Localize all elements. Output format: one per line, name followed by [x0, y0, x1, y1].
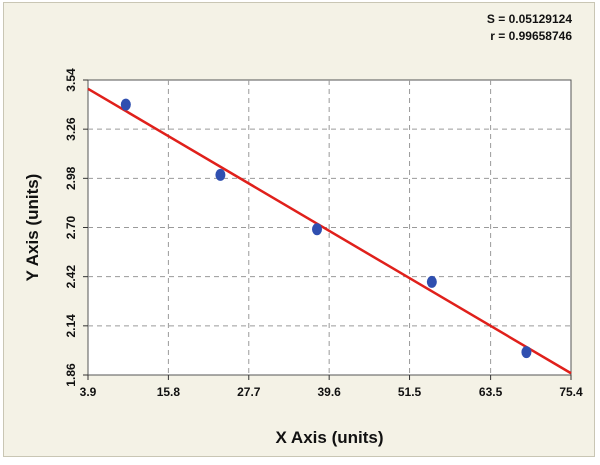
- x-tick-label: 51.5: [398, 385, 422, 399]
- x-tick-labels: 3.9 15.8 27.7 39.6 51.5 63.5 75.4: [80, 375, 583, 399]
- y-tick-label: 3.26: [64, 117, 78, 141]
- x-tick-label: 63.5: [479, 385, 503, 399]
- y-tick-label: 3.54: [64, 68, 78, 92]
- data-point: [426, 275, 437, 288]
- data-point: [120, 98, 131, 111]
- fit-line-layer: [87, 87, 572, 375]
- data-point: [215, 168, 226, 181]
- data-point: [521, 346, 532, 359]
- s-statistic: S = 0.05129124: [487, 12, 572, 26]
- regression-line: [87, 87, 572, 375]
- y-tick-labels: 3.54 3.26 2.98 2.70 2.42 2.14 1.86: [64, 68, 88, 387]
- x-axis-title: X Axis (units): [276, 428, 384, 447]
- x-tick-label: 39.6: [317, 385, 341, 399]
- y-tick-label: 2.42: [64, 265, 78, 289]
- x-tick-label: 3.9: [80, 385, 97, 399]
- y-tick-label: 1.86: [64, 363, 78, 387]
- data-point: [312, 223, 323, 236]
- x-tick-label: 27.7: [237, 385, 261, 399]
- y-tick-label: 2.98: [64, 166, 78, 190]
- data-points: [120, 98, 532, 359]
- chart-svg: S = 0.05129124 r = 0.99658746 3.9 15.8 27.…: [23, 12, 583, 447]
- r-statistic: r = 0.99658746: [490, 29, 572, 43]
- x-tick-label: 75.4: [559, 385, 583, 399]
- y-tick-label: 2.14: [64, 314, 78, 338]
- x-tick-label: 15.8: [157, 385, 181, 399]
- chart-frame: S = 0.05129124 r = 0.99658746 3.9 15.8 27.…: [3, 2, 595, 457]
- y-tick-label: 2.70: [64, 215, 78, 239]
- y-axis-title: Y Axis (units): [23, 174, 42, 282]
